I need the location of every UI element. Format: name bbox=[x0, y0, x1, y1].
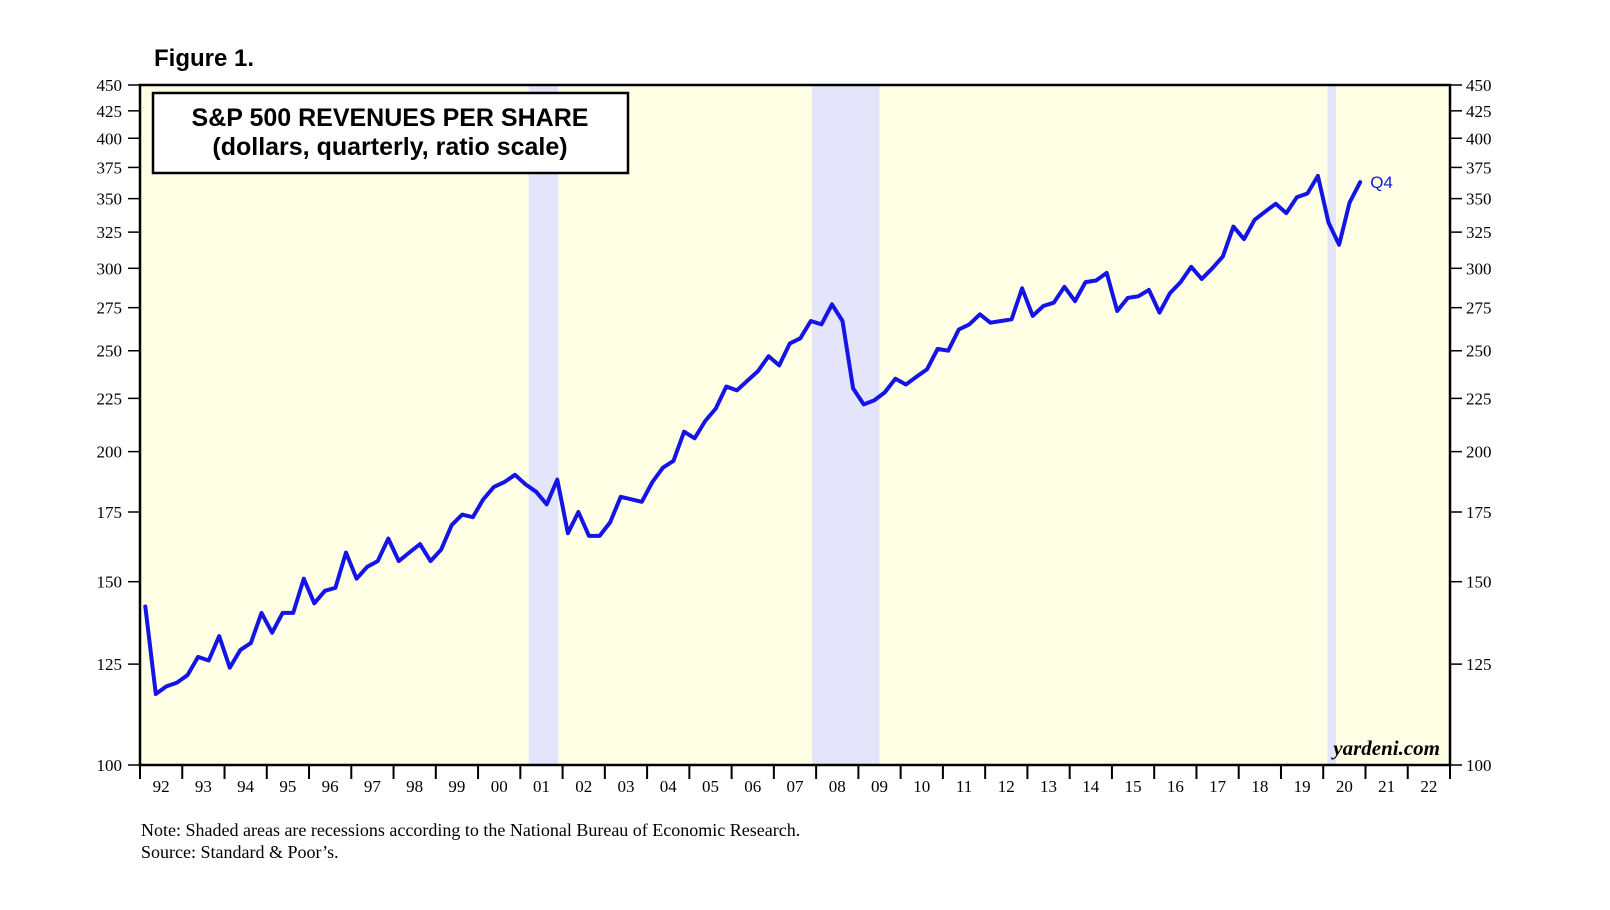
x-tick-label-13: 13 bbox=[1040, 777, 1057, 796]
x-tick-label-18: 18 bbox=[1251, 777, 1268, 796]
recession-band-2 bbox=[1327, 85, 1336, 765]
left-y-axis: 100 125 150 175 200 225 250 275 300 325 350 375 400 4… bbox=[97, 76, 140, 775]
end-label-q4: Q4 bbox=[1370, 173, 1393, 192]
y-tick-label-left-200: 200 bbox=[97, 443, 123, 462]
y-tick-label-right-375: 375 bbox=[1466, 158, 1492, 177]
x-tick-label-06: 06 bbox=[744, 777, 761, 796]
x-tick-label-05: 05 bbox=[702, 777, 719, 796]
x-tick-label-08: 08 bbox=[829, 777, 846, 796]
x-tick-label-17: 17 bbox=[1209, 777, 1227, 796]
x-tick-label-22: 22 bbox=[1420, 777, 1437, 796]
y-tick-label-right-250: 250 bbox=[1466, 342, 1492, 361]
x-tick-label-04: 04 bbox=[660, 777, 678, 796]
plot-frame bbox=[138, 83, 1452, 767]
x-tick-label-15: 15 bbox=[1125, 777, 1142, 796]
x-tick-label-98: 98 bbox=[406, 777, 423, 796]
chart-title: S&P 500 REVENUES PER SHARE bbox=[192, 104, 589, 132]
x-tick-label-19: 19 bbox=[1294, 777, 1311, 796]
x-tick-label-16: 16 bbox=[1167, 777, 1184, 796]
x-tick-label-95: 95 bbox=[279, 777, 296, 796]
y-tick-label-left-125: 125 bbox=[97, 655, 123, 674]
x-tick-label-03: 03 bbox=[617, 777, 634, 796]
x-tick-label-02: 02 bbox=[575, 777, 592, 796]
x-tick-label-99: 99 bbox=[448, 777, 465, 796]
y-tick-label-left-350: 350 bbox=[97, 190, 123, 209]
y-tick-label-left-250: 250 bbox=[97, 342, 123, 361]
recession-band-0 bbox=[528, 85, 559, 765]
y-tick-label-right-325: 325 bbox=[1466, 223, 1492, 242]
recession-band-1 bbox=[811, 85, 880, 765]
right-y-axis: 100 125 150 175 200 225 250 275 300 325 350 375 400 4… bbox=[1450, 76, 1492, 775]
y-tick-label-left-275: 275 bbox=[97, 299, 123, 318]
recession-shading bbox=[528, 85, 1336, 765]
y-tick-label-right-450: 450 bbox=[1466, 76, 1492, 95]
x-tick-label-93: 93 bbox=[195, 777, 212, 796]
source-text: Source: Standard & Poor’s. bbox=[141, 842, 339, 862]
x-tick-label-07: 07 bbox=[787, 777, 805, 796]
y-tick-label-right-425: 425 bbox=[1466, 102, 1492, 121]
y-tick-label-right-200: 200 bbox=[1466, 443, 1492, 462]
y-tick-label-left-225: 225 bbox=[97, 389, 123, 408]
y-tick-label-left-450: 450 bbox=[97, 76, 123, 95]
y-tick-label-right-400: 400 bbox=[1466, 129, 1492, 148]
y-tick-label-right-275: 275 bbox=[1466, 299, 1492, 318]
y-tick-label-left-400: 400 bbox=[97, 129, 123, 148]
watermark: yardeni.com bbox=[1330, 736, 1440, 760]
y-tick-label-left-175: 175 bbox=[97, 503, 123, 522]
y-tick-label-left-150: 150 bbox=[97, 573, 123, 592]
y-tick-label-left-300: 300 bbox=[97, 259, 123, 278]
x-tick-label-10: 10 bbox=[913, 777, 930, 796]
y-tick-label-right-125: 125 bbox=[1466, 655, 1492, 674]
y-tick-label-left-325: 325 bbox=[97, 223, 123, 242]
x-tick-label-14: 14 bbox=[1082, 777, 1100, 796]
chart-subtitle: (dollars, quarterly, ratio scale) bbox=[212, 133, 567, 161]
y-tick-label-right-150: 150 bbox=[1466, 573, 1492, 592]
x-tick-label-11: 11 bbox=[956, 777, 972, 796]
x-tick-label-12: 12 bbox=[998, 777, 1015, 796]
x-tick-label-20: 20 bbox=[1336, 777, 1353, 796]
y-tick-label-right-100: 100 bbox=[1466, 756, 1492, 775]
y-tick-label-right-225: 225 bbox=[1466, 389, 1492, 408]
y-tick-label-left-100: 100 bbox=[97, 756, 123, 775]
y-tick-label-right-350: 350 bbox=[1466, 190, 1492, 209]
x-tick-label-97: 97 bbox=[364, 777, 382, 796]
x-tick-label-01: 01 bbox=[533, 777, 550, 796]
x-tick-label-09: 09 bbox=[871, 777, 888, 796]
title-box: S&P 500 REVENUES PER SHARE (dollars, qua… bbox=[151, 91, 630, 175]
x-tick-label-21: 21 bbox=[1378, 777, 1395, 796]
x-tick-label-92: 92 bbox=[153, 777, 170, 796]
y-tick-label-right-300: 300 bbox=[1466, 259, 1492, 278]
y-tick-label-left-425: 425 bbox=[97, 102, 123, 121]
x-tick-label-00: 00 bbox=[491, 777, 508, 796]
note-text: Note: Shaded areas are recessions accord… bbox=[141, 820, 800, 840]
x-tick-label-96: 96 bbox=[322, 777, 339, 796]
title-box-frame bbox=[151, 91, 630, 175]
plot-area bbox=[140, 85, 1450, 765]
y-tick-label-right-175: 175 bbox=[1466, 503, 1492, 522]
x-tick-label-94: 94 bbox=[237, 777, 255, 796]
figure-label: Figure 1. bbox=[154, 45, 254, 72]
series-line-revenues-per-share bbox=[143, 173, 1363, 696]
y-tick-label-left-375: 375 bbox=[97, 158, 123, 177]
x-axis: 92 93 94 95 96 97 98 99 00 01 02 03 04 05 06 07 08 09 10 11… bbox=[139, 765, 1451, 796]
